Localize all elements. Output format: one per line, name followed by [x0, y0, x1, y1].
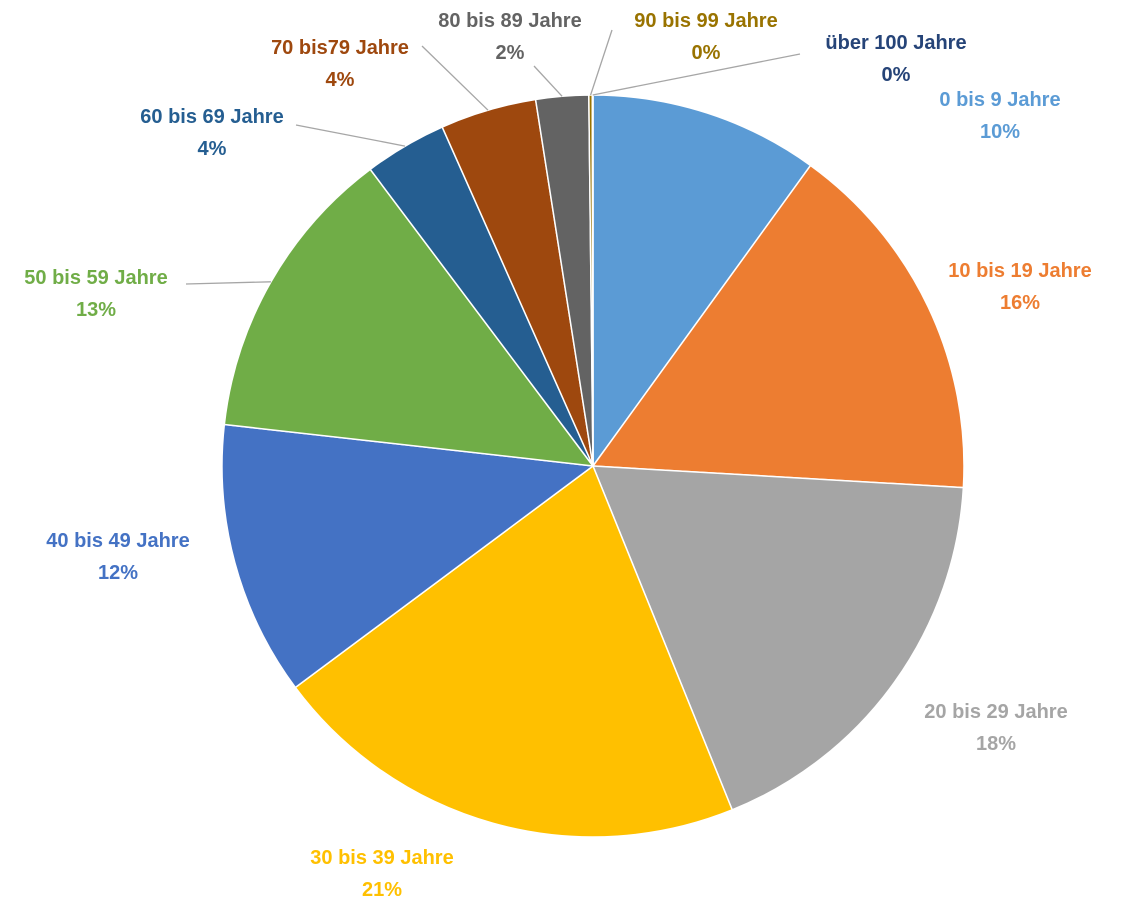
- slice-percent-80-bis-89-jahre: 2%: [496, 42, 525, 64]
- slice-label-60-bis-69-jahre: 60 bis 69 Jahre: [140, 106, 283, 128]
- slice-label-30-bis-39-jahre: 30 bis 39 Jahre: [310, 847, 453, 869]
- leader-line-90-bis-99-jahre: [589, 29, 613, 96]
- slice-label-90-bis-99-jahre: 90 bis 99 Jahre: [634, 10, 777, 32]
- labels-layer: 0 bis 9 Jahre 10% 10 bis 19 Jahre 16% 20 bis…: [24, 10, 1091, 901]
- pie-slice-0-bis-9-jahre: [592, 94, 812, 469]
- slice-percent-90-bis-99-jahre: 0%: [692, 42, 721, 64]
- leader-line-60-bis-69-jahre: [295, 124, 406, 147]
- pie-slice-30-bis-39-jahre: [294, 464, 734, 838]
- slice-percent-70-bis79-jahre: 4%: [326, 69, 355, 91]
- slice-percent-60-bis-69-jahre: 4%: [198, 138, 227, 160]
- slice-percent-20-bis-29-jahre: 18%: [976, 733, 1016, 755]
- slice-label-40-bis-49-jahre: 40 bis 49 Jahre: [46, 530, 189, 552]
- leader-line-80-bis-89-jahre: [533, 65, 563, 97]
- slice-percent-50-bis-59-jahre: 13%: [76, 299, 116, 321]
- leader-line-50-bis-59-jahre: [185, 281, 271, 285]
- slice-percent-40-bis-49-jahre: 12%: [98, 562, 138, 584]
- slice-label-20-bis-29-jahre: 20 bis 29 Jahre: [924, 701, 1067, 723]
- slices-layer: [221, 94, 965, 838]
- slice-percent-ber-100-jahre: 0%: [882, 64, 911, 86]
- pie-slice-20-bis-29-jahre: [591, 465, 965, 811]
- slice-label-80-bis-89-jahre: 80 bis 89 Jahre: [438, 10, 581, 32]
- slice-label-0-bis-9-jahre: 0 bis 9 Jahre: [939, 89, 1060, 111]
- slice-percent-0-bis-9-jahre: 10%: [980, 121, 1020, 143]
- pie-slice-ber-100-jahre: [591, 94, 594, 467]
- leader-line-ber-100-jahre: [592, 53, 801, 96]
- leader-line-70-bis79-jahre: [421, 45, 489, 111]
- pie-slice-10-bis-19-jahre: [591, 164, 965, 489]
- pie-slice-50-bis-59-jahre: [223, 168, 595, 467]
- slice-label-50-bis-59-jahre: 50 bis 59 Jahre: [24, 267, 167, 289]
- leader-lines-layer: [185, 29, 801, 285]
- slice-label-10-bis-19-jahre: 10 bis 19 Jahre: [948, 260, 1091, 282]
- slice-percent-10-bis-19-jahre: 16%: [1000, 292, 1040, 314]
- slice-percent-30-bis-39-jahre: 21%: [362, 879, 402, 901]
- slice-label-70-bis79-jahre: 70 bis79 Jahre: [271, 37, 409, 59]
- pie-slice-40-bis-49-jahre: [221, 423, 595, 689]
- slice-label-ber-100-jahre: über 100 Jahre: [825, 32, 966, 54]
